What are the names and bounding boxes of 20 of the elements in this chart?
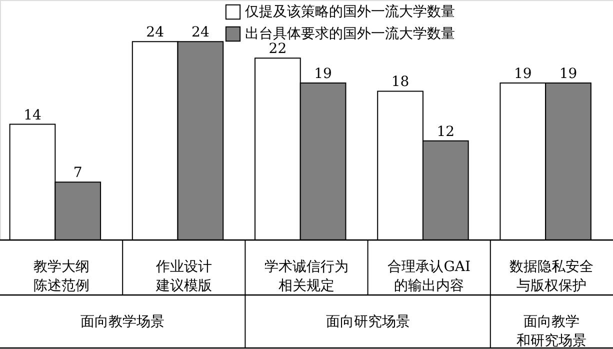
data-label: 7 [73,165,82,182]
data-label: 18 [391,74,410,90]
text: 面向教学场景 [80,314,165,330]
data-label: 19 [514,66,532,82]
x-tick-label: 教学大纲陈述范例 [33,259,90,294]
data-label: 24 [146,24,164,41]
x-tick-label: 学术诚信行为相关规定 [264,259,348,294]
text: 面向教学和研究场景 [516,314,587,349]
data-label: 12 [436,124,455,140]
data-label: 14 [24,107,42,124]
x-tick-label: 作业设计建议模版 [154,259,212,294]
data-label: 19 [559,66,578,82]
data-label: 19 [314,66,332,82]
text: 面向研究场景 [326,314,410,330]
x-tick-label: 合理承认GAI的输出内容 [388,259,471,294]
data-label: 22 [268,41,287,58]
data-label: 24 [192,24,210,41]
x-tick-label: 数据隐私安全与版权保护 [510,259,594,294]
legend-label: 仅提及该策略的国外一流大学数量 [245,4,455,20]
legend-label: 出台具体要求的国外一流大学数量 [245,26,455,42]
